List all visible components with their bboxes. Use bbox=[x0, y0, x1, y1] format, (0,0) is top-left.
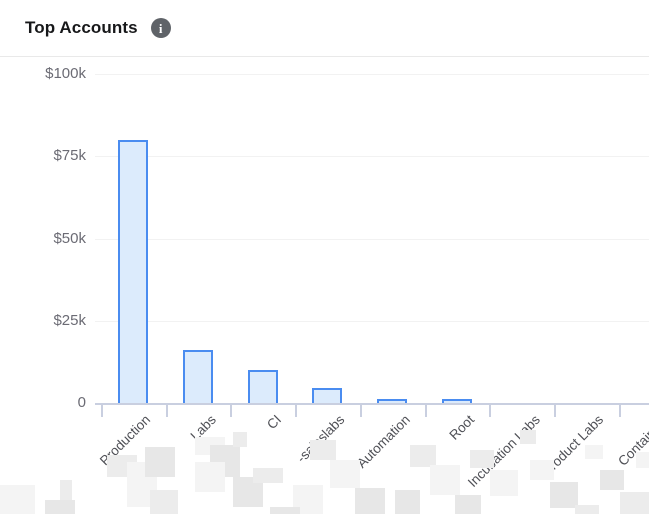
bar-root[interactable] bbox=[442, 399, 472, 403]
redaction-mosaic bbox=[60, 480, 72, 503]
x-tick bbox=[619, 405, 621, 417]
redaction-mosaic bbox=[195, 462, 225, 492]
redaction-mosaic bbox=[310, 440, 336, 460]
x-tick bbox=[425, 405, 427, 417]
redaction-mosaic bbox=[530, 460, 554, 480]
bar-saleslabs[interactable] bbox=[312, 388, 342, 403]
bar-ci[interactable] bbox=[248, 370, 278, 403]
bar-production[interactable] bbox=[118, 140, 148, 403]
redaction-mosaic bbox=[430, 465, 460, 495]
redaction-mosaic bbox=[490, 470, 518, 496]
x-tick-label-ci: CI bbox=[263, 412, 284, 433]
info-icon[interactable]: i bbox=[150, 18, 171, 38]
x-tick bbox=[166, 405, 168, 417]
header-divider bbox=[0, 56, 649, 57]
redaction-mosaic bbox=[620, 492, 649, 514]
gridline bbox=[95, 74, 649, 75]
bar-labs[interactable] bbox=[183, 350, 213, 403]
redaction-mosaic bbox=[355, 488, 385, 514]
y-tick-label: 0 bbox=[77, 394, 86, 411]
x-tick bbox=[360, 405, 362, 417]
redaction-mosaic bbox=[600, 470, 624, 490]
y-tick-label: $25k bbox=[53, 312, 86, 329]
redaction-mosaic bbox=[550, 482, 578, 508]
y-tick-label: $100k bbox=[45, 65, 86, 82]
bar-automation[interactable] bbox=[377, 399, 407, 403]
redaction-mosaic bbox=[270, 507, 300, 514]
gridline bbox=[95, 156, 649, 157]
redaction-mosaic bbox=[575, 505, 599, 514]
panel-header: Top Accounts i bbox=[25, 18, 171, 38]
x-tick-label-root: Root bbox=[446, 412, 478, 443]
gridline bbox=[95, 321, 649, 322]
x-tick bbox=[554, 405, 556, 417]
redaction-mosaic bbox=[520, 430, 536, 444]
redaction-mosaic bbox=[330, 460, 360, 488]
x-tick bbox=[101, 405, 103, 417]
redaction-mosaic bbox=[45, 500, 75, 514]
redaction-mosaic bbox=[253, 468, 283, 483]
redaction-mosaic bbox=[395, 490, 420, 514]
redaction-mosaic bbox=[636, 452, 649, 468]
x-tick-label-automation: Automation bbox=[353, 412, 413, 471]
redaction-mosaic bbox=[233, 432, 247, 447]
y-tick-label: $50k bbox=[53, 230, 86, 247]
redaction-mosaic bbox=[410, 445, 436, 467]
redaction-mosaic bbox=[145, 447, 175, 477]
x-tick bbox=[230, 405, 232, 417]
panel-title: Top Accounts bbox=[25, 18, 138, 37]
x-tick bbox=[489, 405, 491, 417]
redaction-mosaic bbox=[455, 495, 481, 514]
gridline bbox=[95, 239, 649, 240]
redaction-mosaic bbox=[0, 485, 35, 514]
redaction-mosaic bbox=[150, 490, 178, 514]
redaction-mosaic bbox=[470, 450, 494, 468]
redaction-mosaic bbox=[585, 445, 603, 459]
x-tick bbox=[295, 405, 297, 417]
y-tick-label: $75k bbox=[53, 147, 86, 164]
x-axis-line bbox=[95, 403, 649, 405]
